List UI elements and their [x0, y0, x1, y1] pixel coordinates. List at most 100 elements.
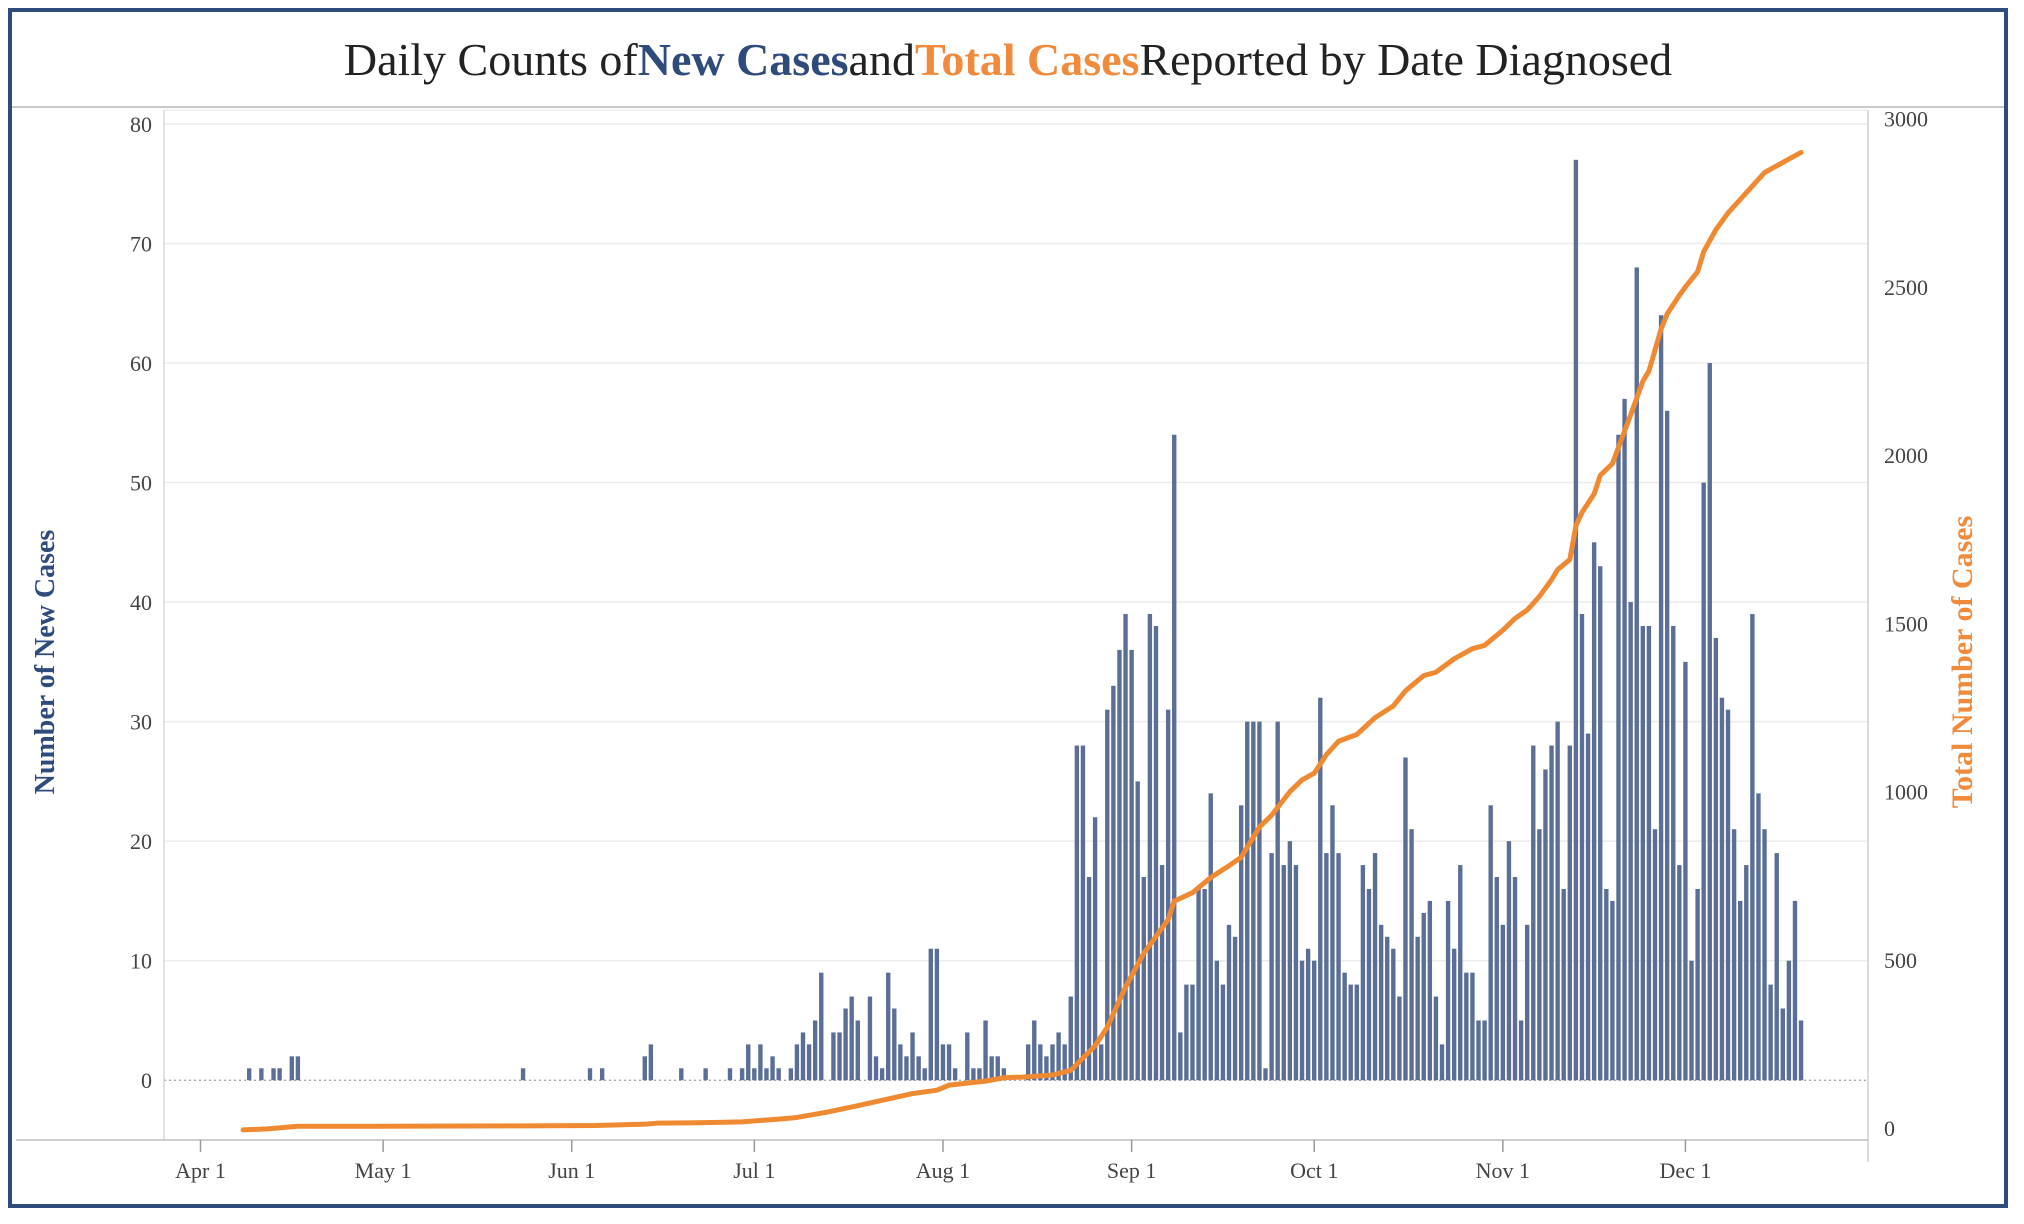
new-cases-bar — [904, 1056, 909, 1081]
new-cases-bar — [1050, 1044, 1055, 1081]
new-cases-bar — [1245, 721, 1250, 1081]
new-cases-bar — [1409, 829, 1414, 1081]
new-cases-bar — [1756, 793, 1761, 1081]
new-cases-bar — [1287, 841, 1293, 1081]
new-cases-bar — [916, 1056, 921, 1081]
new-cases-bar — [1184, 984, 1189, 1081]
x-tick-label: Aug 1 — [916, 1158, 970, 1183]
new-cases-bar — [1439, 1044, 1445, 1081]
new-cases-bar — [739, 1068, 745, 1081]
new-cases-bar — [1585, 733, 1591, 1081]
new-cases-bar — [1275, 721, 1280, 1081]
y-tick-label-left: 80 — [130, 112, 152, 137]
new-cases-bar — [587, 1068, 593, 1081]
combo-chart: 0 10 20 30 40 50 60 70 80 0 500 1000 1500 2000 2500 300… — [16, 107, 1979, 1183]
new-cases-bar — [898, 1044, 903, 1081]
new-cases-bar — [1555, 721, 1560, 1081]
new-cases-bar — [1202, 888, 1207, 1081]
new-cases-bar — [1561, 888, 1566, 1081]
new-cases-bar — [1458, 865, 1463, 1081]
y-tick-label-left: 70 — [130, 231, 152, 256]
new-cases-bar — [1178, 1032, 1183, 1081]
y-tick-label-right: 500 — [1884, 948, 1917, 973]
new-cases-bar — [289, 1056, 294, 1081]
new-cases-bar — [831, 1032, 836, 1081]
new-cases-bar — [1707, 363, 1712, 1081]
new-cases-bar — [271, 1068, 276, 1081]
new-cases-bar — [989, 1056, 994, 1081]
new-cases-bar — [819, 972, 824, 1081]
new-cases-bar — [1476, 1020, 1481, 1081]
new-cases-bar — [1591, 542, 1597, 1081]
new-cases-bar — [1500, 924, 1506, 1081]
new-cases-bar — [873, 1056, 879, 1081]
new-cases-bar — [1257, 721, 1262, 1081]
new-cases-bar — [1391, 948, 1396, 1081]
new-cases-bar — [1342, 972, 1347, 1081]
new-cases-bar — [1324, 853, 1329, 1081]
new-cases-bar — [1725, 709, 1731, 1081]
new-cases-bar — [1263, 1068, 1268, 1081]
new-cases-bar — [758, 1044, 763, 1081]
x-tick-label: Dec 1 — [1659, 1158, 1711, 1183]
new-cases-bar — [1421, 912, 1426, 1081]
y-tick-label-right: 1500 — [1884, 611, 1928, 636]
new-cases-bar — [770, 1056, 775, 1081]
new-cases-bar — [1117, 649, 1122, 1081]
new-cases-bar — [1378, 924, 1384, 1081]
new-cases-bar — [1518, 1020, 1524, 1081]
new-cases-bar — [1482, 1020, 1487, 1081]
new-cases-bar — [1798, 1020, 1804, 1081]
new-cases-bar — [922, 1068, 927, 1081]
new-cases-bar — [1099, 1044, 1104, 1081]
x-tick-label: May 1 — [355, 1158, 412, 1183]
new-cases-bar — [1610, 900, 1615, 1081]
new-cases-bar — [1470, 972, 1475, 1081]
total-cases-line — [240, 149, 1804, 1133]
new-cases-bar — [995, 1056, 1000, 1081]
new-cases-bar — [867, 996, 873, 1081]
new-cases-bar — [1056, 1032, 1061, 1081]
new-cases-bar — [1604, 888, 1609, 1081]
new-cases-bar — [965, 1032, 970, 1081]
new-cases-bar — [812, 1020, 818, 1081]
new-cases-bar — [1652, 829, 1658, 1081]
new-cases-bar — [934, 948, 940, 1081]
new-cases-bar — [1762, 829, 1767, 1081]
new-cases-bar — [1385, 936, 1390, 1081]
new-cases-bar — [1713, 637, 1719, 1081]
new-cases-bar — [1372, 853, 1378, 1081]
new-cases-bar — [1232, 936, 1238, 1081]
new-cases-bar — [1141, 877, 1146, 1081]
new-cases-bar — [794, 1044, 800, 1081]
new-cases-bar — [1360, 865, 1366, 1081]
new-cases-bar — [843, 1008, 848, 1081]
title-new-cases: New Cases — [637, 33, 849, 85]
new-cases-bar — [1780, 1008, 1785, 1081]
new-cases-bar — [1147, 614, 1153, 1081]
new-cases-bar — [1677, 865, 1682, 1081]
new-cases-bar — [1506, 841, 1512, 1081]
new-cases-bar — [1354, 984, 1359, 1081]
new-cases-bar — [1701, 482, 1706, 1081]
y-tick-label-right: 1000 — [1884, 780, 1928, 805]
new-cases-bar — [1269, 853, 1274, 1081]
new-cases-bar — [1658, 315, 1664, 1081]
new-cases-bar — [1573, 159, 1579, 1081]
new-cases-bar — [1080, 745, 1086, 1081]
new-cases-bar — [1366, 888, 1372, 1081]
y-axis-title-left: Number of New Cases — [30, 530, 61, 795]
new-cases-bar — [1305, 948, 1311, 1081]
new-cases-bar — [247, 1068, 252, 1081]
new-cases-bar — [1159, 865, 1165, 1081]
new-cases-bar — [1622, 398, 1627, 1081]
new-cases-bar — [1744, 865, 1749, 1081]
new-cases-bar — [1001, 1068, 1007, 1081]
new-cases-bar — [1628, 602, 1633, 1081]
y-tick-label-left: 60 — [130, 351, 152, 376]
y-tick-label-left: 30 — [130, 710, 152, 735]
new-cases-bar — [1129, 649, 1134, 1081]
new-cases-bar — [1683, 661, 1688, 1081]
new-cases-bar — [1153, 626, 1159, 1081]
new-cases-bar — [599, 1068, 605, 1081]
